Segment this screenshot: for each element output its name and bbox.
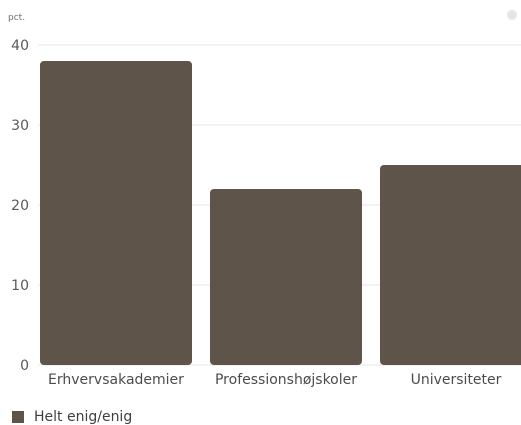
legend-label: Helt enig/enig (34, 409, 133, 425)
x-axis-labels: Erhvervsakademier Professionshøjskoler Uni… (48, 372, 502, 388)
bar (40, 61, 192, 365)
x-axis-label: Universiteter (411, 372, 502, 388)
bar (210, 189, 362, 365)
y-tick-label: 20 (11, 198, 29, 214)
y-axis-unit-label: pct. (8, 13, 25, 23)
chart-menu-icon[interactable] (507, 10, 517, 20)
y-tick-label: 10 (11, 278, 29, 294)
y-tick-label: 30 (11, 118, 29, 134)
y-tick-label: 0 (20, 358, 29, 374)
bar (380, 165, 521, 365)
chart-legend: Helt enig/enig (12, 410, 132, 424)
bars (40, 61, 521, 365)
legend-swatch (12, 411, 24, 423)
y-axis-ticks: 0 10 20 30 40 (11, 38, 29, 374)
y-tick-label: 40 (11, 38, 29, 54)
x-axis-label: Professionshøjskoler (215, 372, 357, 388)
x-axis-label: Erhvervsakademier (48, 372, 184, 388)
